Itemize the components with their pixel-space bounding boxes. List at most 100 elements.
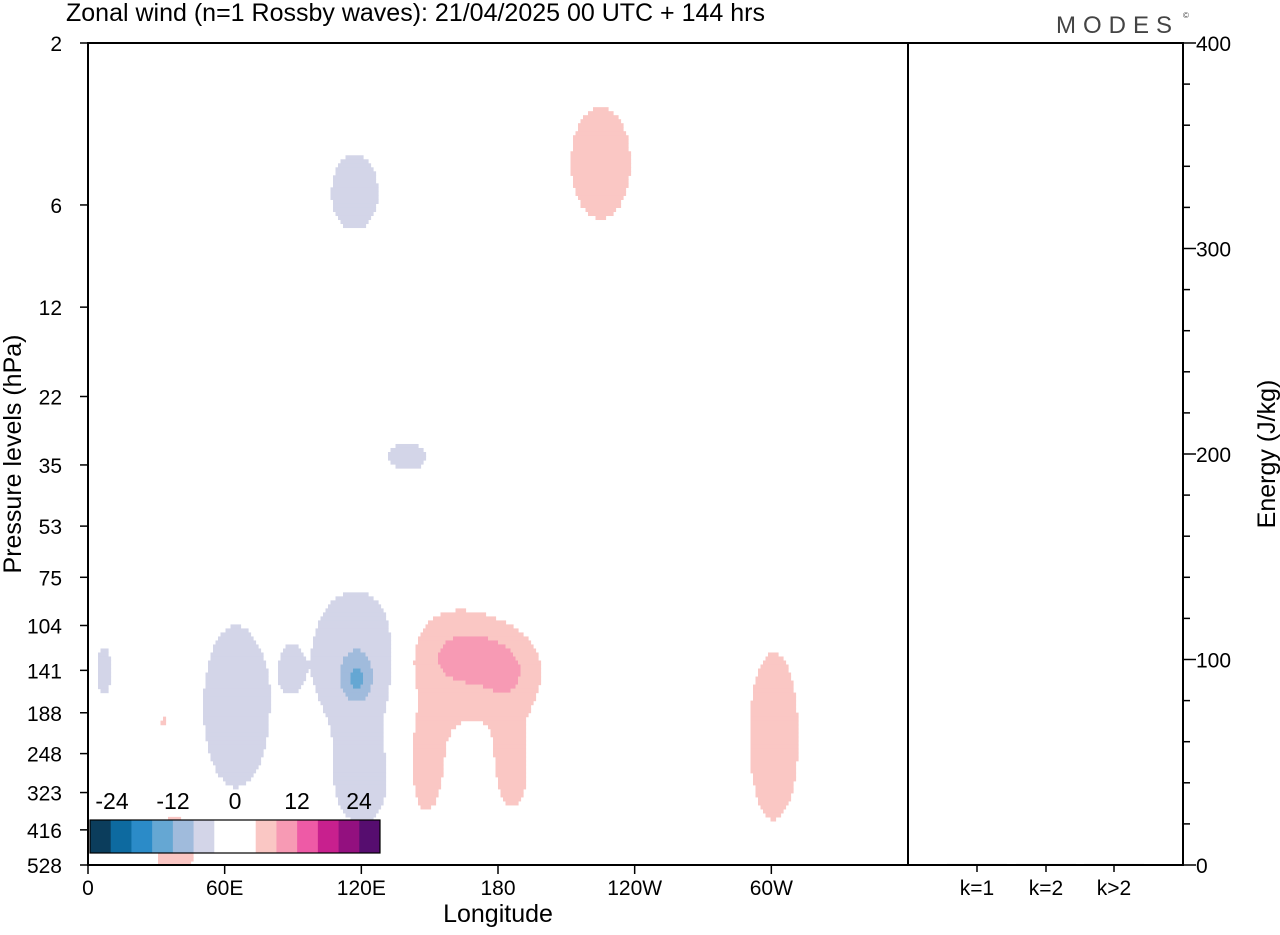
contour-cell bbox=[573, 183, 629, 188]
contour-cell bbox=[313, 640, 392, 646]
contour-cell bbox=[373, 680, 392, 686]
contour-cell bbox=[98, 680, 112, 686]
contour-cell bbox=[490, 728, 527, 734]
contour-cell bbox=[750, 744, 799, 750]
contour-cell bbox=[488, 636, 529, 642]
contour-cell bbox=[325, 712, 384, 718]
energy-tick-label: 200 bbox=[1196, 444, 1231, 467]
contour-cell bbox=[415, 724, 457, 730]
contour-cell bbox=[520, 664, 542, 670]
contour-cell bbox=[765, 656, 784, 662]
contour-cell bbox=[343, 808, 379, 814]
contour-cell bbox=[493, 736, 527, 742]
contour-cell bbox=[350, 816, 374, 822]
contour-cell bbox=[493, 752, 527, 758]
contour-cell bbox=[330, 195, 379, 200]
contour-cell bbox=[390, 447, 424, 453]
contour-cell bbox=[98, 684, 109, 690]
contour-cell bbox=[413, 780, 442, 786]
energy-category-label: k>2 bbox=[1097, 877, 1131, 900]
contour-cell bbox=[205, 728, 269, 734]
contour-cell bbox=[573, 147, 629, 152]
contour-cell bbox=[345, 812, 377, 818]
contour-cell bbox=[495, 760, 527, 766]
contour-cell bbox=[370, 664, 392, 670]
contour-cell bbox=[313, 636, 392, 642]
contour-cell bbox=[205, 680, 269, 686]
contour-cell bbox=[215, 768, 257, 774]
contour-cell bbox=[318, 696, 349, 702]
contour-cell bbox=[205, 672, 269, 678]
contour-cell bbox=[230, 624, 242, 630]
contour-cell bbox=[500, 792, 524, 798]
contour-cell bbox=[205, 732, 269, 738]
contour-cell bbox=[415, 712, 529, 718]
contour-cell bbox=[420, 632, 524, 638]
colorbar-swatch bbox=[193, 820, 215, 853]
contour-cell bbox=[333, 183, 379, 188]
colorbar-swatch bbox=[276, 820, 298, 853]
contour-cell bbox=[370, 660, 392, 666]
contour-cell bbox=[413, 736, 449, 742]
x-axis-label: Longitude bbox=[443, 900, 553, 928]
contour-cell bbox=[415, 784, 442, 790]
contour-cell bbox=[760, 804, 787, 810]
contour-cell bbox=[515, 684, 539, 690]
contour-cell bbox=[373, 668, 392, 674]
contour-cell bbox=[323, 612, 387, 617]
contour-cell bbox=[580, 203, 622, 208]
colorbar-swatch bbox=[214, 820, 236, 853]
contour-cell bbox=[750, 732, 799, 738]
contour-cell bbox=[750, 724, 799, 730]
contour-cell bbox=[315, 688, 344, 694]
contour-cell bbox=[413, 732, 452, 738]
contour-cell bbox=[440, 612, 487, 617]
contour-cell bbox=[750, 764, 797, 770]
contour-cell bbox=[573, 135, 629, 140]
contour-cell bbox=[278, 660, 344, 666]
contour-cell bbox=[493, 744, 527, 750]
pressure-tick-label: 528 bbox=[27, 855, 62, 878]
contour-cell bbox=[320, 616, 387, 622]
contour-cell bbox=[333, 199, 379, 204]
contour-cell bbox=[750, 720, 799, 726]
contour-cell bbox=[750, 768, 797, 774]
contour-cell bbox=[438, 652, 514, 658]
contour-cell bbox=[418, 796, 437, 802]
pressure-axis: 2 6 12 22 35 53 75 104 141 188 248 323 416 528 bbox=[27, 33, 88, 878]
contour-cell bbox=[348, 652, 367, 658]
contour-cell bbox=[518, 680, 542, 686]
contour-cell bbox=[415, 668, 444, 674]
colorbar-swatch bbox=[338, 820, 360, 853]
contour-cell bbox=[98, 660, 112, 666]
colorbar-swatch bbox=[255, 820, 277, 853]
contour-cell bbox=[413, 768, 444, 774]
contour-cell bbox=[225, 780, 247, 786]
contour-cell bbox=[233, 784, 239, 790]
contour-cell bbox=[313, 680, 342, 686]
contour-cell bbox=[418, 688, 494, 694]
contour-cell bbox=[570, 167, 632, 172]
contour-cell bbox=[343, 660, 372, 666]
contour-cell bbox=[205, 736, 267, 742]
contour-cell bbox=[333, 207, 377, 213]
contour-cell bbox=[415, 716, 527, 722]
contour-cell bbox=[363, 672, 374, 678]
contour-cell bbox=[465, 680, 519, 686]
contour-cell bbox=[215, 640, 257, 646]
contour-cell bbox=[98, 668, 112, 674]
contour-cell bbox=[575, 131, 627, 136]
contour-cell bbox=[753, 772, 797, 778]
contour-cell bbox=[763, 808, 784, 814]
contour-cell bbox=[205, 724, 269, 730]
contour-cell bbox=[413, 776, 442, 782]
contour-cell bbox=[415, 728, 452, 734]
contour-cell bbox=[353, 684, 362, 690]
contour-cell bbox=[340, 668, 354, 674]
contour-cell bbox=[585, 207, 617, 213]
contour-cell bbox=[365, 696, 389, 702]
contour-cell bbox=[330, 191, 379, 196]
contour-cell bbox=[418, 636, 454, 642]
contour-cell bbox=[310, 656, 344, 662]
